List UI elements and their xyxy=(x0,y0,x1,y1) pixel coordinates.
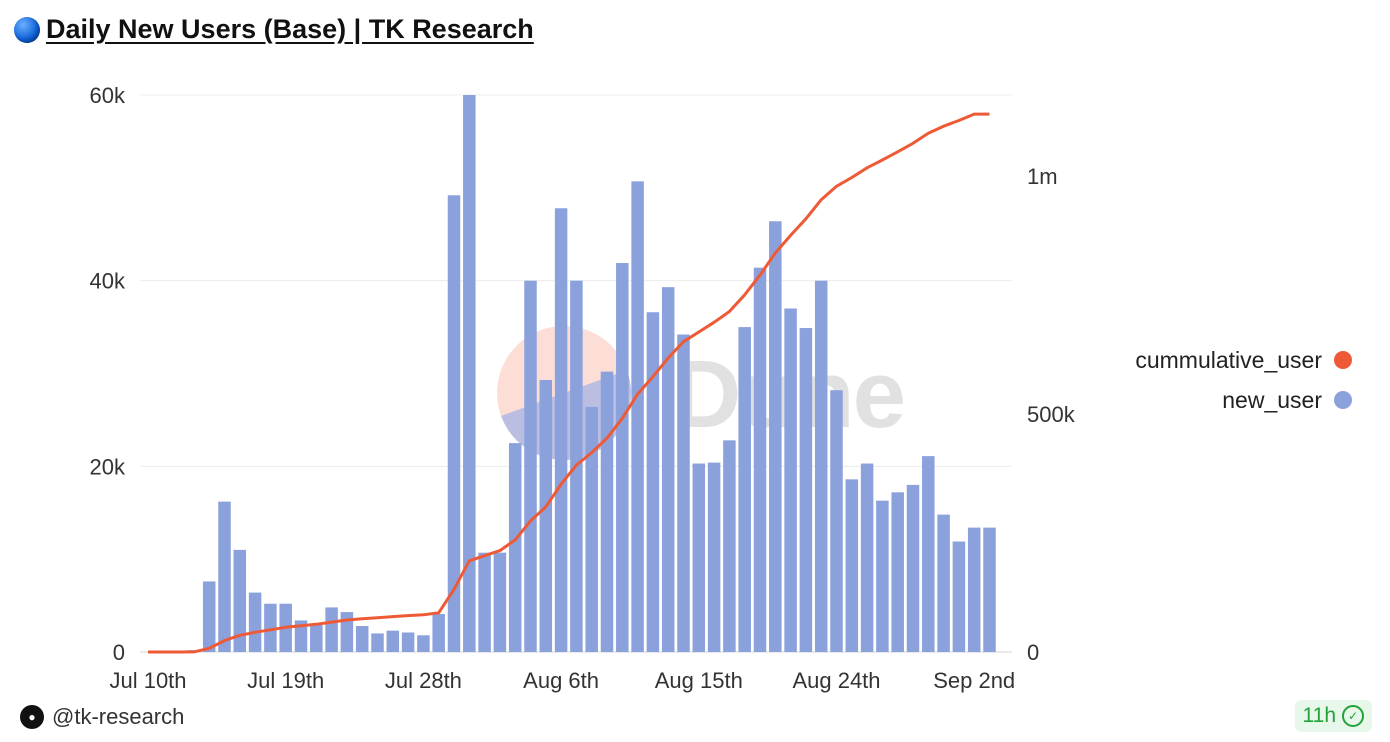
bar xyxy=(983,527,996,652)
bar xyxy=(508,443,522,652)
freshness-badge[interactable]: 11h ✓ xyxy=(1294,700,1372,732)
title-row: Daily New Users (Base) | TK Research xyxy=(14,14,534,45)
x-tick-label: Aug 15th xyxy=(655,668,743,693)
bar xyxy=(646,312,660,652)
bar xyxy=(340,612,354,652)
bar xyxy=(922,456,935,652)
left-tick-label: 20k xyxy=(90,454,126,479)
bar xyxy=(554,208,568,653)
right-tick-label: 500k xyxy=(1027,402,1076,427)
legend-dot-icon xyxy=(1334,391,1352,409)
bar xyxy=(906,484,920,652)
bar xyxy=(616,263,629,652)
line-series xyxy=(148,112,990,654)
legend-item-cummulative-user[interactable]: cummulative_user xyxy=(1052,340,1352,380)
bar xyxy=(723,440,736,652)
bar xyxy=(845,479,859,652)
bar xyxy=(707,462,721,652)
bar xyxy=(264,603,277,652)
x-tick-label: Jul 19th xyxy=(247,668,324,693)
bar xyxy=(310,625,323,652)
legend-item-new-user[interactable]: new_user xyxy=(1052,380,1352,420)
author-link[interactable]: ● @tk-research xyxy=(20,704,184,730)
right-tick-label: 0 xyxy=(1027,640,1039,665)
bar xyxy=(248,592,262,652)
legend-label: cummulative_user xyxy=(1135,346,1322,373)
bar xyxy=(585,406,598,652)
bar-series xyxy=(187,95,996,653)
bar xyxy=(463,95,476,652)
bar xyxy=(738,327,751,652)
bar xyxy=(218,501,231,652)
x-axis: Jul 10th Jul 19th Jul 28th Aug 6th Aug 15th A… xyxy=(109,668,1015,693)
bar xyxy=(539,379,553,652)
bar xyxy=(493,552,507,652)
bar xyxy=(386,630,400,652)
globe-icon xyxy=(14,16,40,43)
bar xyxy=(891,492,904,652)
x-tick-label: Aug 6th xyxy=(523,668,599,693)
x-tick-label: Jul 10th xyxy=(109,668,186,693)
bar xyxy=(325,607,338,652)
left-tick-label: 0 xyxy=(113,640,125,665)
left-axis: 0 20k 40k 60k xyxy=(90,83,126,665)
bar xyxy=(631,181,644,652)
bar xyxy=(202,581,216,652)
legend: cummulative_user new_user xyxy=(1052,340,1352,420)
left-tick-label: 60k xyxy=(90,83,126,108)
bar xyxy=(692,463,706,652)
bar xyxy=(830,390,843,652)
bar xyxy=(417,635,430,652)
bar xyxy=(524,280,537,652)
bar xyxy=(769,221,782,652)
bar xyxy=(952,541,966,652)
bar xyxy=(677,334,690,652)
bar xyxy=(661,287,675,652)
bar xyxy=(478,552,491,652)
bar xyxy=(937,514,950,652)
bar xyxy=(753,267,767,652)
bar xyxy=(294,620,308,652)
right-axis: 0 500k 1m xyxy=(1027,164,1076,665)
dune-logo-icon: ● xyxy=(20,705,44,729)
x-tick-label: Jul 28th xyxy=(385,668,462,693)
bar xyxy=(401,632,415,652)
bar xyxy=(860,463,874,652)
chart-title[interactable]: Daily New Users (Base) | TK Research xyxy=(46,14,534,44)
bar xyxy=(876,500,889,652)
right-tick-label: 1m xyxy=(1027,164,1058,189)
bar xyxy=(967,527,981,652)
bar xyxy=(600,371,614,652)
left-tick-label: 40k xyxy=(90,269,126,294)
bar xyxy=(447,195,461,652)
bar xyxy=(233,549,247,652)
bar xyxy=(784,308,797,652)
legend-label: new_user xyxy=(1222,386,1322,413)
bar xyxy=(814,280,828,652)
bar xyxy=(799,328,813,652)
legend-dot-icon xyxy=(1334,351,1352,369)
x-tick-label: Aug 24th xyxy=(792,668,880,693)
check-circle-icon: ✓ xyxy=(1342,705,1364,727)
cumulative-line xyxy=(148,112,990,654)
freshness-text: 11h xyxy=(1302,704,1336,727)
bar xyxy=(355,626,369,652)
bar xyxy=(371,633,384,652)
author-name: @tk-research xyxy=(52,704,185,729)
x-tick-label: Sep 2nd xyxy=(933,668,1015,693)
bar xyxy=(432,613,445,652)
